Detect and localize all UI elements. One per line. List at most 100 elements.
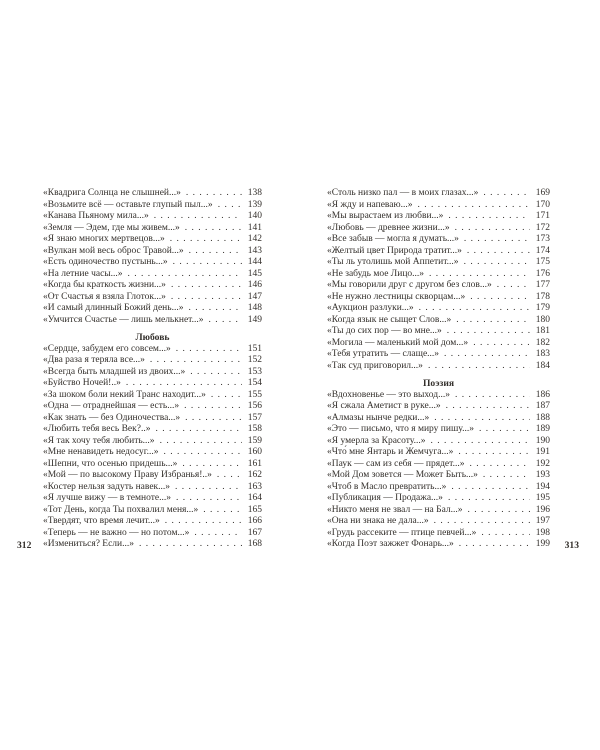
toc-entry: «Я знаю многих мертвецов...» 142 bbox=[43, 234, 262, 246]
entry-title: «Канава Пьяному мила...» bbox=[43, 211, 149, 221]
entry-page-number: 164 bbox=[247, 493, 262, 503]
entry-title: «Когда бы краткость жизни...» bbox=[43, 280, 166, 290]
section-heading: Поэзия bbox=[422, 378, 455, 389]
toc-entry: «Есть одиночество пустынь...» 144 bbox=[43, 257, 262, 269]
entry-title: «Мой Дом зовется — Может Быть...» bbox=[327, 470, 478, 480]
entry-page-number: 196 bbox=[535, 504, 550, 515]
right-page-toc-column: «Столь низко пал — в моих глазах...» 169… bbox=[327, 188, 550, 551]
dot-leader bbox=[448, 493, 530, 505]
entry-page-number: 157 bbox=[247, 412, 262, 423]
entry-title: «Что́ мне Янтарь и Жемчуга...» bbox=[327, 447, 454, 457]
toc-entry: «Столь низко пал — в моих глазах...» 169 bbox=[327, 188, 550, 200]
entry-title: «Вдохновенье — это выход...» bbox=[327, 389, 450, 400]
entry-page-number: 186 bbox=[535, 389, 550, 400]
entry-title: «Шепни, что осенью придешь...» bbox=[43, 458, 178, 469]
entry-title: «Грудь рассеките — птице певчей...» bbox=[327, 527, 477, 538]
entry-page-number: 168 bbox=[247, 539, 262, 549]
toc-entry: «Любовь — древнее жизни...» 172 bbox=[327, 223, 550, 235]
entry-title: «Когда язык не сыщет Слов...» bbox=[327, 314, 452, 325]
entry-page-number: 176 bbox=[535, 268, 550, 279]
dot-leader bbox=[467, 246, 530, 258]
entry-title: «Два раза я теряла все...» bbox=[43, 355, 145, 365]
entry-page-number: 174 bbox=[535, 245, 550, 256]
toc-entry: «Твердят, что время лечит...» 166 bbox=[43, 516, 262, 528]
dot-leader bbox=[209, 315, 242, 327]
toc-entry: «Когда язык не сыщет Слов...» 180 bbox=[327, 315, 550, 327]
toc-entry: «Я лучше вижу — в темноте...» 164 bbox=[43, 493, 262, 505]
entry-page-number: 183 bbox=[535, 349, 550, 359]
toc-entry: «Костер нельзя задуть навек...» 163 bbox=[43, 482, 262, 494]
entry-title: «Твердят, что время лечит...» bbox=[43, 516, 160, 526]
entry-page-number: 172 bbox=[535, 222, 550, 233]
entry-page-number: 143 bbox=[247, 245, 262, 256]
toc-entry: «И самый длинный Божий день...» 148 bbox=[43, 303, 262, 315]
toc-entry: «Два раза я теряла все...» 152 bbox=[43, 355, 262, 367]
entry-page-number: 139 bbox=[247, 199, 262, 210]
toc-entry: «Тебя утратить — слаще...» 183 bbox=[327, 349, 550, 361]
entry-title: «Могила — маленький мой дом...» bbox=[327, 337, 469, 348]
dot-leader bbox=[446, 401, 530, 413]
toc-entry: «Так суд приговорил...» 184 bbox=[327, 361, 550, 373]
entry-page-number: 192 bbox=[535, 458, 550, 469]
entry-title: «Желтый цвет Природа тратит...» bbox=[327, 245, 462, 256]
toc-entry: «Паук — сам из себя — прядет...» 192 bbox=[327, 459, 550, 471]
dot-leader bbox=[160, 436, 242, 448]
toc-entry: «Одна — отраднейшая — есть...» 156 bbox=[43, 401, 262, 413]
entry-title: «Ты ль утолишь мой Аппетит...» bbox=[327, 257, 459, 267]
dot-leader bbox=[128, 269, 242, 281]
dot-leader bbox=[448, 211, 529, 223]
dot-leader bbox=[417, 200, 529, 212]
dot-leader bbox=[430, 436, 529, 448]
entry-title: «Сердце, забудем его совсем...» bbox=[43, 343, 171, 354]
dot-leader bbox=[456, 315, 530, 327]
entry-page-number: 161 bbox=[247, 458, 262, 469]
dot-leader bbox=[469, 459, 529, 471]
dot-leader bbox=[170, 234, 242, 246]
entry-title: «Я сжала Аметист в руке...» bbox=[327, 401, 441, 411]
toc-entry: «Как знать — без Одиночества...» 157 bbox=[43, 413, 262, 425]
entry-title: «Возьмите всё — оставьте глупый пыл...» bbox=[43, 199, 213, 210]
entry-page-number: 190 bbox=[535, 435, 550, 446]
entry-page-number: 191 bbox=[535, 447, 550, 457]
dot-leader bbox=[164, 447, 242, 459]
entry-page-number: 198 bbox=[535, 527, 550, 538]
entry-page-number: 181 bbox=[535, 326, 550, 336]
entry-page-number: 167 bbox=[247, 527, 262, 538]
entry-title: «И самый длинный Божий день...» bbox=[43, 303, 184, 313]
dot-leader bbox=[419, 303, 530, 315]
entry-page-number: 153 bbox=[247, 366, 262, 377]
entry-page-number: 180 bbox=[535, 314, 550, 325]
entry-page-number: 189 bbox=[535, 424, 550, 434]
entry-title: «Мой — по высокому Праву Избранья!..» bbox=[43, 470, 212, 480]
entry-title: «Тебя утратить — слаще...» bbox=[327, 349, 440, 359]
toc-entry: «На летние часы...» 145 bbox=[43, 269, 262, 281]
dot-leader bbox=[171, 280, 242, 292]
toc-entry: «Не нужно лестницы скворцам...» 178 bbox=[327, 292, 550, 304]
dot-leader bbox=[451, 482, 529, 494]
dot-leader bbox=[203, 505, 241, 517]
entry-title: «Теперь — не важно — но потом...» bbox=[43, 527, 190, 538]
entry-title: «Любить тебя весь Век?..» bbox=[43, 424, 151, 434]
entry-page-number: 138 bbox=[247, 188, 262, 198]
entry-page-number: 173 bbox=[535, 234, 550, 244]
section-heading: Любовь bbox=[135, 332, 170, 343]
dot-leader bbox=[429, 269, 530, 281]
dot-leader bbox=[455, 390, 530, 402]
toc-entry: «Не забудь мое Лицо...» 176 bbox=[327, 269, 550, 281]
entry-page-number: 184 bbox=[535, 360, 550, 371]
entry-title: «Квадрига Солнца не слышней...» bbox=[43, 188, 181, 198]
entry-title: «Аукцион разлуки...» bbox=[327, 303, 414, 313]
entry-page-number: 195 bbox=[535, 493, 550, 503]
entry-title: «Чтоб в Масло превратить...» bbox=[327, 481, 447, 492]
entry-page-number: 165 bbox=[247, 504, 262, 515]
entry-title: «Я лучше вижу — в темноте...» bbox=[43, 493, 171, 503]
entry-page-number: 145 bbox=[247, 268, 262, 279]
dot-leader bbox=[497, 280, 530, 292]
entry-title: «Столь низко пал — в моих глазах...» bbox=[327, 188, 479, 198]
toc-entry: «Сердце, забудем его совсем...» 151 bbox=[43, 344, 262, 356]
entry-page-number: 171 bbox=[535, 211, 550, 221]
toc-entry: «От Счастья я взяла Глоток...» 147 bbox=[43, 292, 262, 304]
dot-leader bbox=[154, 211, 242, 223]
toc-entry: «Никто меня не звал — на Бал...» 196 bbox=[327, 505, 550, 517]
dot-leader bbox=[173, 257, 242, 269]
